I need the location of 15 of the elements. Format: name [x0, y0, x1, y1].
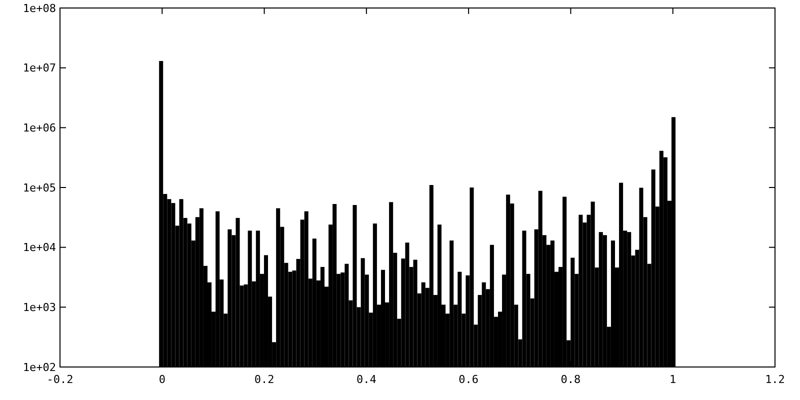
- y-tick-label: 1e+05: [22, 181, 56, 194]
- x-tick-label: 0.6: [458, 373, 479, 386]
- x-tick-label: 0.2: [254, 373, 274, 386]
- y-tick-label: 1e+07: [22, 62, 56, 75]
- y-tick-label: 1e+06: [22, 122, 56, 135]
- x-tick-label: 1: [670, 373, 676, 386]
- x-tick-label: 0.8: [560, 373, 581, 386]
- y-tick-label: 1e+08: [22, 2, 56, 15]
- x-tick-label: 0: [158, 373, 166, 386]
- y-tick-label: 1e+02: [22, 360, 56, 374]
- x-tick-label: 1.2: [765, 373, 785, 386]
- x-tick-label: -0.2: [46, 373, 74, 386]
- y-tick-label: 1e+04: [22, 241, 56, 254]
- y-tick-label: 1e+03: [22, 301, 56, 314]
- x-tick-label: 0.4: [356, 373, 377, 386]
